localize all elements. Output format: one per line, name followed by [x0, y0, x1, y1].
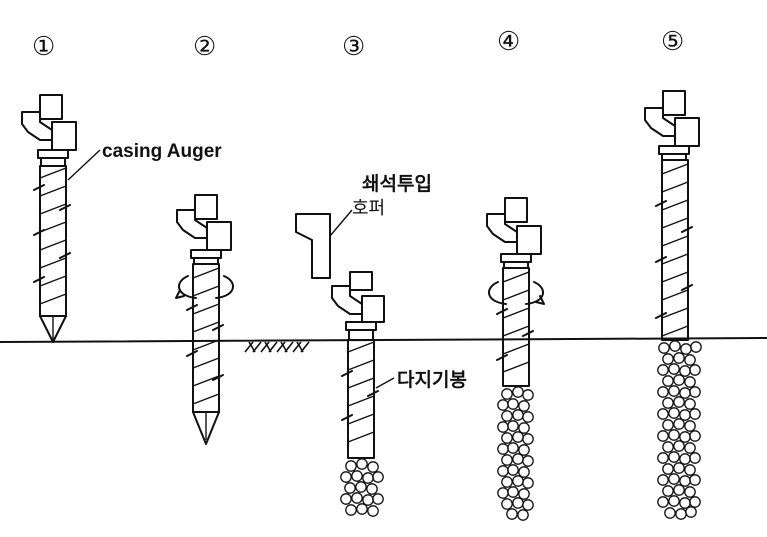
step-label-1: ①: [32, 32, 55, 62]
step-label-5: ⑤: [661, 27, 684, 57]
gravel-column-step-3: [340, 458, 384, 517]
ground-line: [0, 337, 767, 343]
annotation-hopper: 호퍼: [352, 198, 385, 219]
rig-step-2: [175, 194, 234, 445]
soil-hatch: [244, 341, 310, 353]
annotation-gravel-input: 쇄석투입: [362, 173, 432, 195]
gravel-column-step-5: [657, 340, 702, 520]
step-label-2: ②: [193, 32, 216, 62]
step-label-4: ④: [497, 27, 520, 57]
rig-step-4: [486, 197, 545, 387]
gravel-column-step-4: [497, 386, 534, 521]
rig-step-5: [644, 90, 700, 341]
annotation-compaction-rod: 다지기봉: [397, 369, 467, 391]
rig-step-3: [331, 271, 395, 459]
rig-step-1: [21, 94, 101, 343]
annotation-casing-auger: casing Auger: [102, 141, 222, 162]
hopper: [295, 209, 353, 279]
step-label-3: ③: [342, 32, 365, 62]
